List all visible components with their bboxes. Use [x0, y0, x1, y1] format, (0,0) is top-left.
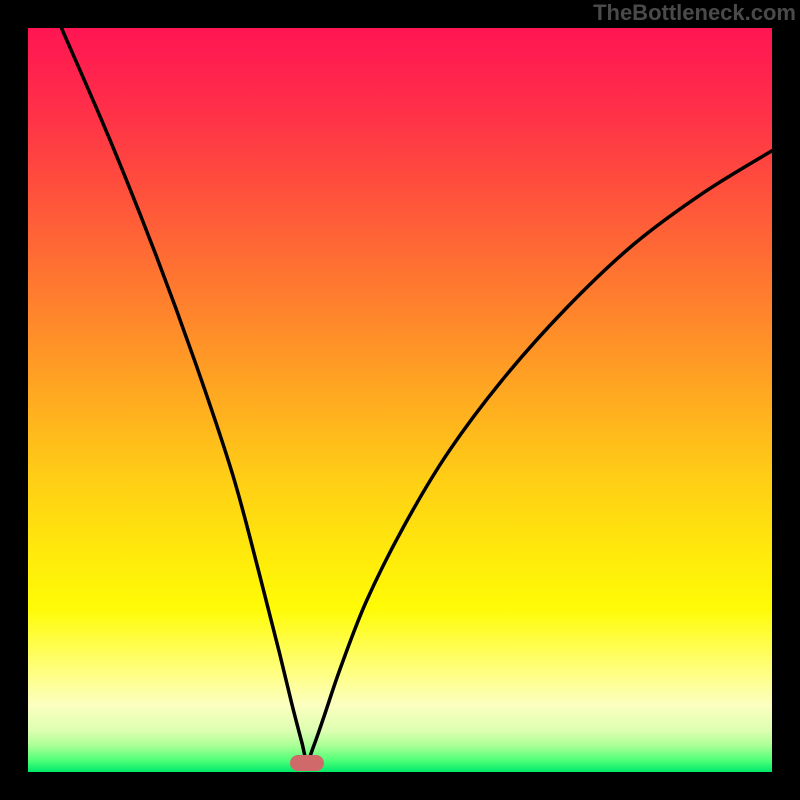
bottleneck-curve [28, 28, 772, 772]
dip-marker [290, 755, 324, 771]
plot-area [28, 28, 772, 772]
watermark-label: TheBottleneck.com [593, 0, 796, 26]
chart-container: TheBottleneck.com [0, 0, 800, 800]
